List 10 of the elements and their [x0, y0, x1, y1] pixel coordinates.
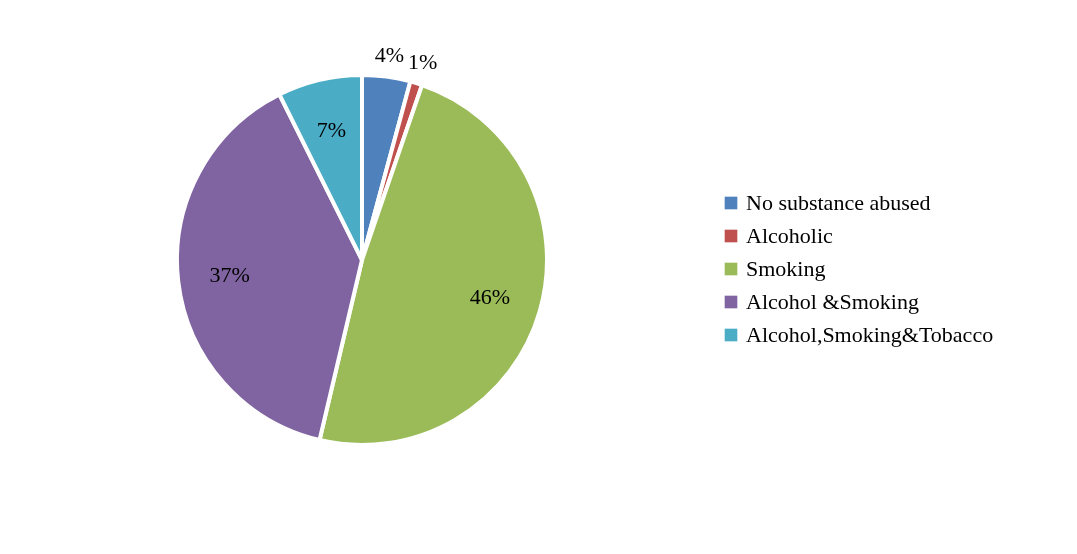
legend-label: No substance abused [746, 190, 931, 215]
legend-label: Smoking [746, 256, 826, 281]
legend-label: Alcoholic [746, 223, 833, 248]
legend-label: Alcohol &Smoking [746, 289, 919, 314]
data-label: 7% [316, 117, 347, 143]
data-label: 46% [469, 283, 511, 309]
data-label: 4% [374, 41, 404, 67]
data-label: 1% [408, 49, 438, 75]
data-label: 37% [209, 262, 250, 288]
legend-label: Alcohol,Smoking&Tobacco [746, 322, 994, 347]
